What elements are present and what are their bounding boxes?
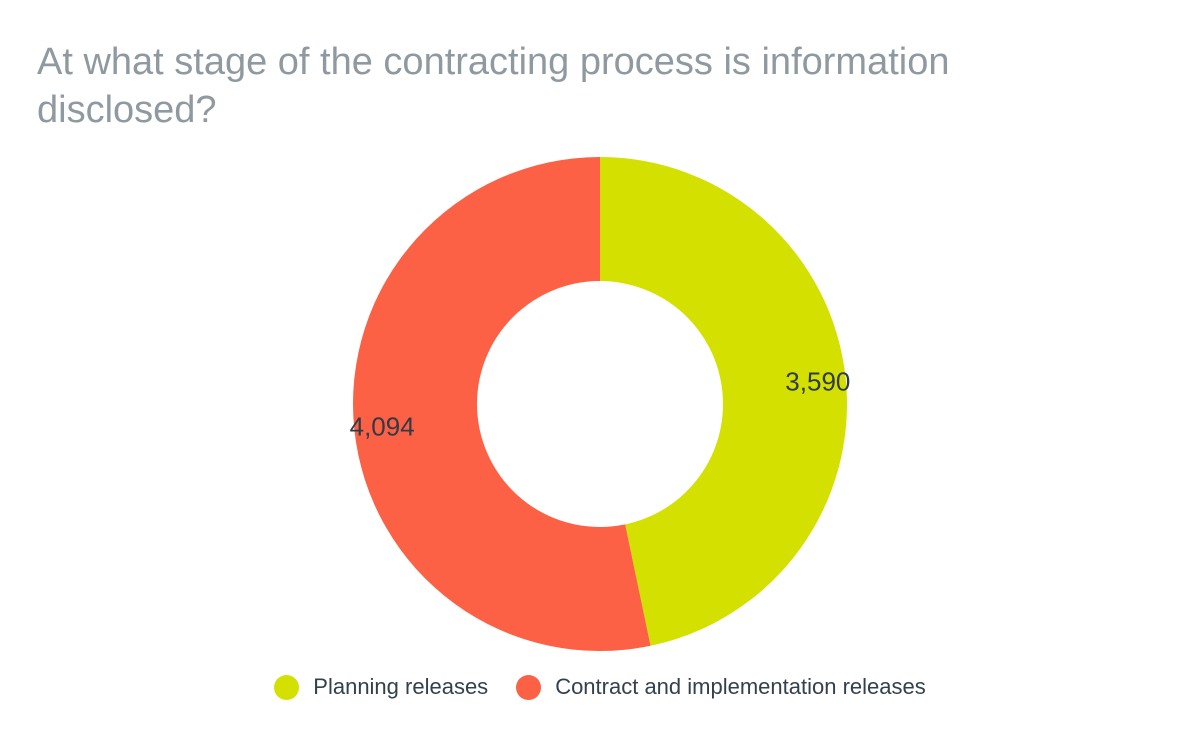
slice-planning-releases[interactable]: [600, 156, 848, 646]
slice-value-label: 4,094: [350, 412, 415, 442]
legend-item-contract-implementation-releases[interactable]: Contract and implementation releases: [516, 674, 926, 700]
legend-marker-planning-releases: [274, 674, 300, 700]
legend-item-planning-releases[interactable]: Planning releases: [274, 674, 488, 700]
slice-value-label: 3,590: [785, 366, 850, 396]
legend-label-planning-releases: Planning releases: [313, 674, 489, 699]
legend-marker-contract-implementation-releases: [516, 674, 542, 700]
chart-legend: Planning releases Contract and implement…: [0, 674, 1200, 700]
chart-title: At what stage of the contracting process…: [37, 41, 950, 131]
slice-contract-and-implementation-releases[interactable]: [353, 157, 651, 651]
legend-label-contract-implementation-releases: Contract and implementation releases: [555, 674, 926, 699]
